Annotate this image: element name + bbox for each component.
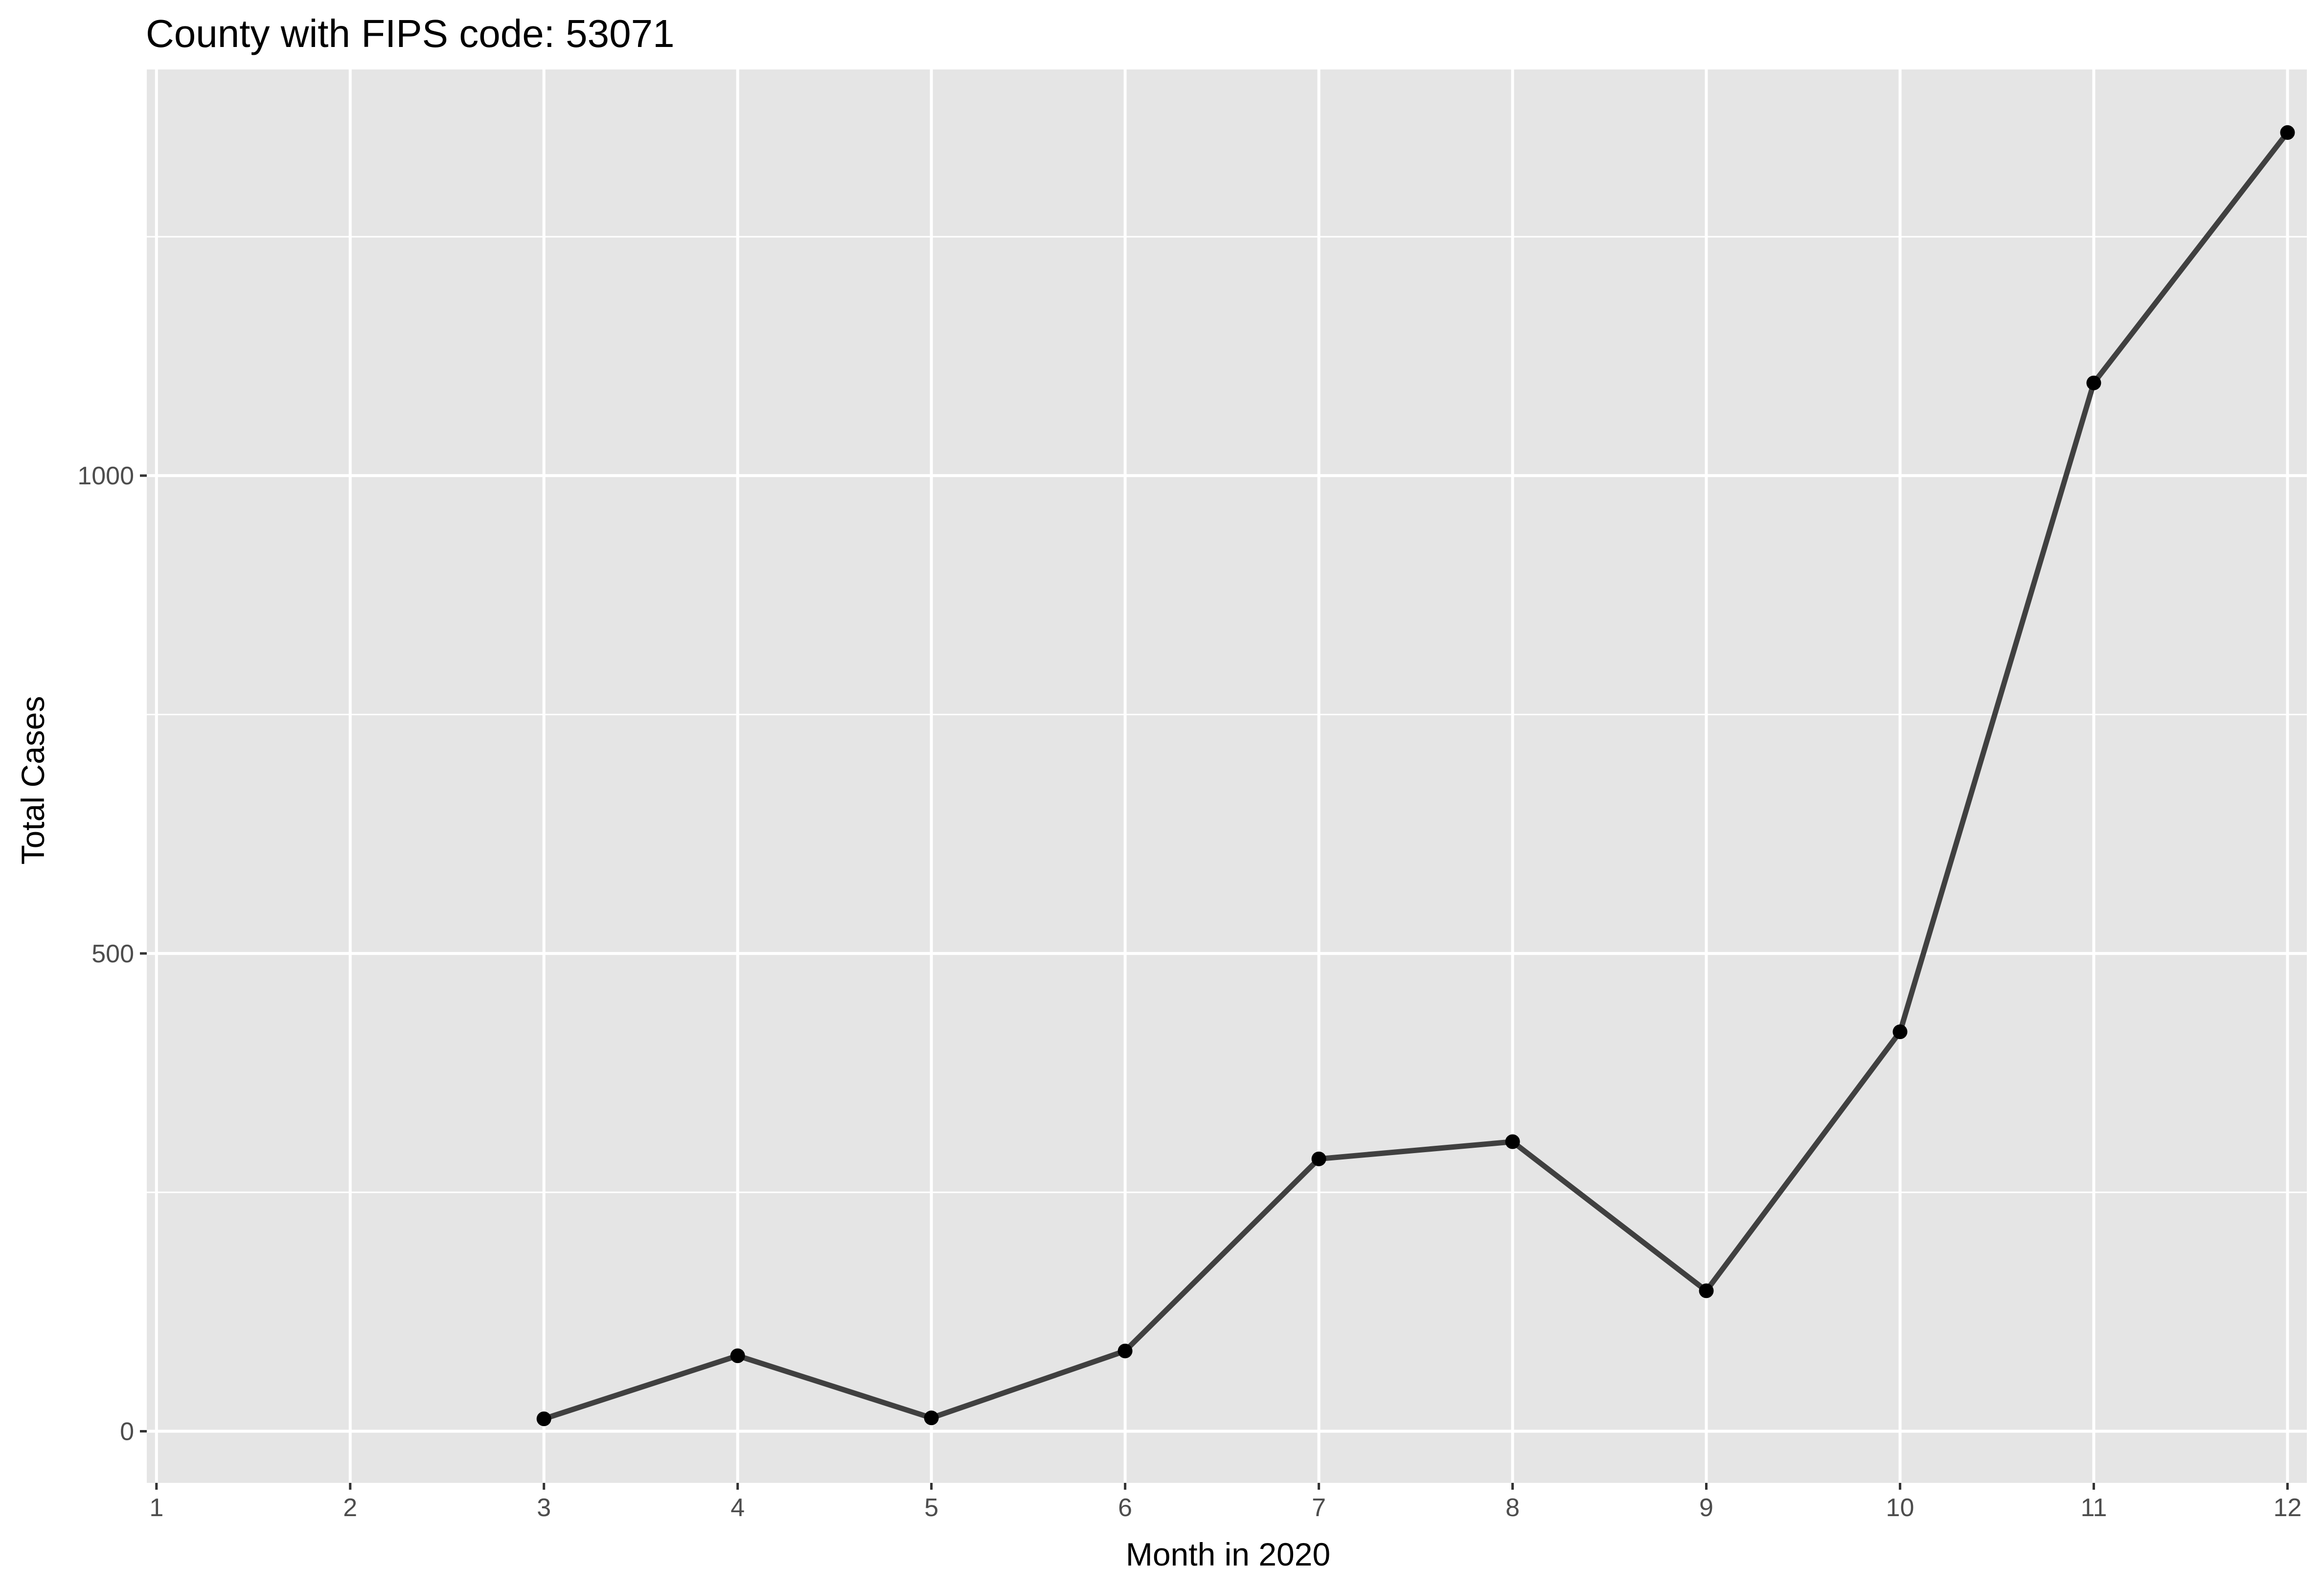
data-point [2086, 375, 2101, 390]
y-tick-label: 500 [91, 940, 134, 968]
x-tick-label: 10 [1886, 1494, 1914, 1522]
y-axis-title: Total Cases [15, 696, 51, 865]
data-point [1311, 1151, 1326, 1166]
x-tick-label: 5 [924, 1494, 938, 1522]
x-tick-label: 7 [1312, 1494, 1326, 1522]
data-point [2280, 125, 2295, 140]
data-point [924, 1410, 939, 1426]
data-point [1117, 1343, 1133, 1359]
series-line [543, 131, 2290, 1422]
x-tick-label: 4 [730, 1494, 745, 1522]
x-axis-title: Month in 2020 [1126, 1536, 1330, 1572]
x-tick-label: 12 [2273, 1494, 2301, 1522]
y-tick-label: 1000 [77, 462, 134, 490]
x-tick-label: 2 [343, 1494, 357, 1522]
series-layer [543, 131, 2290, 1422]
x-tick-label: 6 [1118, 1494, 1132, 1522]
y-tick-label: 0 [120, 1418, 134, 1446]
x-tick-label: 11 [2080, 1494, 2107, 1522]
data-point [730, 1348, 745, 1363]
x-tick-label: 8 [1505, 1494, 1520, 1522]
data-point [1892, 1024, 1908, 1040]
data-point [1699, 1283, 1714, 1298]
grid-lines [147, 69, 2307, 1483]
x-tick-label: 3 [537, 1494, 551, 1522]
data-point [1505, 1134, 1520, 1149]
data-point [536, 1411, 551, 1427]
chart-title: County with FIPS code: 53071 [146, 12, 675, 55]
plot-panel [147, 69, 2307, 1483]
data-points [536, 125, 2295, 1427]
x-tick-label: 9 [1699, 1494, 1713, 1522]
x-tick-label: 1 [149, 1494, 163, 1522]
